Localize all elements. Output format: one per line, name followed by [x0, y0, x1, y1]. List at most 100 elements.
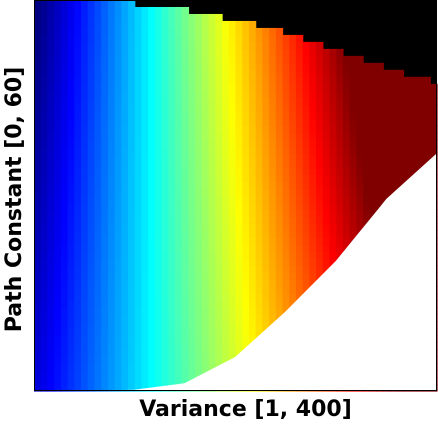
heatmap-cell — [255, 223, 263, 232]
heatmap-cell — [128, 237, 136, 245]
heatmap-cell — [67, 384, 75, 392]
heatmap-cell — [282, 55, 290, 64]
heatmap-cell — [134, 265, 143, 273]
heatmap-cell — [154, 174, 163, 183]
heatmap-cell — [40, 300, 49, 308]
heatmap-cell — [228, 293, 237, 301]
heatmap-cell — [188, 104, 196, 113]
heatmap-cell — [329, 97, 337, 106]
heatmap-cell — [94, 384, 102, 392]
heatmap-cell — [134, 20, 143, 29]
heatmap-cell — [67, 13, 75, 22]
heatmap-cell — [242, 216, 250, 225]
heatmap-cell — [175, 349, 183, 357]
heatmap-cell — [181, 195, 190, 204]
heatmap-cell — [101, 181, 109, 190]
heatmap-cell — [54, 139, 62, 148]
heatmap-cell — [208, 223, 216, 232]
heatmap-cell — [416, 76, 425, 85]
heatmap-cell — [47, 62, 55, 71]
heatmap-cell — [67, 188, 75, 197]
heatmap-cell — [383, 146, 391, 155]
heatmap-cell — [215, 160, 223, 169]
heatmap-cell — [40, 279, 49, 287]
heatmap-cell — [161, 307, 169, 315]
heatmap-cell — [228, 167, 237, 176]
heatmap-cell — [383, 97, 391, 106]
heatmap-cell — [161, 132, 169, 141]
heatmap-cell — [302, 195, 310, 204]
heatmap-cell — [81, 349, 89, 357]
heatmap-cell — [309, 181, 317, 190]
heatmap-cell — [275, 118, 284, 127]
heatmap-cell — [389, 174, 398, 183]
heatmap-cell — [47, 321, 55, 329]
heatmap-cell — [389, 132, 398, 141]
heatmap-cell — [168, 300, 176, 308]
heatmap-cell — [342, 76, 351, 85]
heatmap-cell — [47, 300, 55, 308]
heatmap-cell — [121, 6, 129, 15]
heatmap-cell — [181, 328, 190, 336]
heatmap-cell — [269, 195, 277, 204]
heatmap-cell — [329, 202, 337, 211]
heatmap-cell — [269, 34, 277, 43]
heatmap-cell — [208, 83, 216, 92]
heatmap-cell — [322, 216, 331, 225]
heatmap-cell — [248, 279, 257, 287]
heatmap-cell — [101, 258, 109, 266]
heatmap-cell — [60, 195, 69, 204]
heatmap-cell — [275, 83, 284, 92]
heatmap-cell — [295, 83, 304, 92]
heatmap-cell — [94, 181, 102, 190]
heatmap-cell — [101, 272, 109, 280]
heatmap-cell — [81, 146, 89, 155]
heatmap-cell — [74, 153, 82, 162]
heatmap-cell — [342, 90, 351, 99]
heatmap-cell — [34, 293, 42, 301]
heatmap-cell — [74, 272, 82, 280]
heatmap-cell — [302, 146, 310, 155]
heatmap-cell — [336, 69, 344, 78]
heatmap-cell — [309, 139, 317, 148]
heatmap-cell — [154, 83, 163, 92]
heatmap-cell — [134, 272, 143, 280]
heatmap-cell — [248, 132, 257, 141]
heatmap-cell — [60, 363, 69, 371]
heatmap-cell — [134, 370, 143, 378]
heatmap-cell — [215, 153, 223, 162]
heatmap-cell — [47, 0, 55, 8]
heatmap-cell — [222, 139, 230, 148]
heatmap-cell — [215, 314, 223, 322]
heatmap-cell — [215, 181, 223, 190]
heatmap-cell — [114, 153, 122, 162]
heatmap-cell — [201, 202, 210, 211]
heatmap-cell — [87, 76, 96, 85]
heatmap-cell — [47, 328, 55, 336]
heatmap-cell — [289, 230, 297, 238]
heatmap-cell — [242, 27, 250, 36]
heatmap-cell — [181, 118, 190, 127]
heatmap-cell — [309, 69, 317, 78]
heatmap-cell — [161, 48, 169, 57]
heatmap-cell — [255, 118, 263, 127]
heatmap-cell — [336, 230, 344, 238]
heatmap-cell — [134, 349, 143, 357]
heatmap-cell — [336, 174, 344, 183]
heatmap-cell — [141, 335, 149, 343]
heatmap-cell — [282, 167, 290, 176]
heatmap-cell — [128, 13, 136, 22]
heatmap-cell — [316, 202, 324, 211]
heatmap-cell — [114, 349, 122, 357]
heatmap-cell — [282, 202, 290, 211]
heatmap-cell — [168, 265, 176, 273]
heatmap-cell — [74, 27, 82, 36]
heatmap-cell — [81, 41, 89, 50]
heatmap-cell — [114, 69, 122, 78]
heatmap-cell — [60, 335, 69, 343]
heatmap-cell — [60, 13, 69, 22]
heatmap-cell — [114, 139, 122, 148]
heatmap-cell — [329, 230, 337, 238]
heatmap-cell — [201, 244, 210, 252]
heatmap-cell — [349, 139, 357, 148]
